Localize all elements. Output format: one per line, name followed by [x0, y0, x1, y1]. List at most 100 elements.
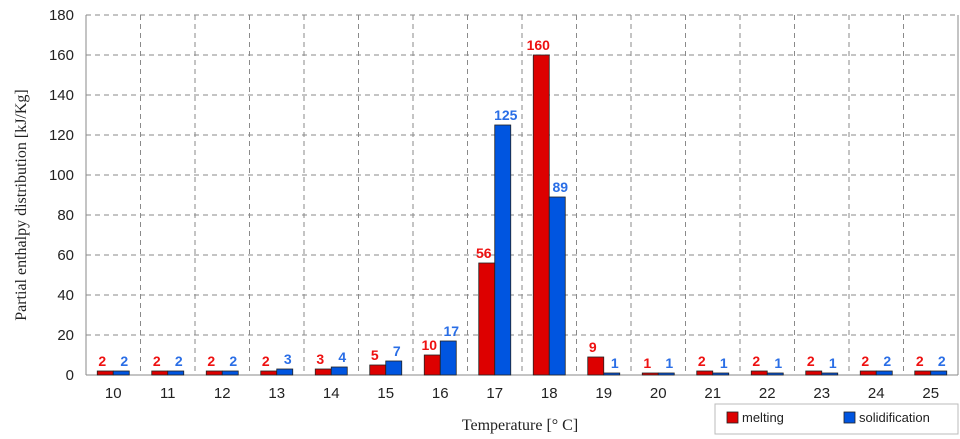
bar-melting [587, 356, 605, 376]
bar-melting [478, 262, 496, 376]
data-label-solidification: 2 [120, 353, 128, 369]
y-tick-label: 100 [49, 167, 74, 184]
data-label-melting: 2 [207, 353, 215, 369]
data-label-melting: 5 [371, 347, 379, 363]
data-label-melting: 2 [807, 353, 815, 369]
bar-melting [423, 354, 441, 376]
data-label-solidification: 3 [284, 351, 292, 367]
data-label-melting: 2 [262, 353, 270, 369]
legend-label-melting: melting [742, 410, 784, 425]
data-label-melting: 2 [153, 353, 161, 369]
data-label-solidification: 2 [175, 353, 183, 369]
x-tick-label: 20 [650, 385, 667, 402]
data-label-solidification: 89 [552, 179, 568, 195]
data-label-solidification: 1 [665, 355, 673, 371]
data-label-solidification: 1 [720, 355, 728, 371]
x-tick-label: 16 [432, 385, 449, 402]
data-label-solidification: 1 [829, 355, 837, 371]
y-tick-label: 40 [57, 287, 74, 304]
data-label-solidification: 1 [774, 355, 782, 371]
data-label-melting: 9 [589, 339, 597, 355]
legend-label-solidification: solidification [859, 410, 930, 425]
bar-melting [369, 364, 387, 376]
x-tick-label: 18 [541, 385, 558, 402]
bar-solidification [603, 372, 621, 376]
grid-lines [85, 14, 959, 376]
bar-solidification [439, 340, 457, 376]
bar-solidification [330, 366, 348, 376]
bar-solidification [276, 368, 294, 376]
x-tick-label: 21 [704, 385, 721, 402]
data-label-melting: 2 [698, 353, 706, 369]
bar-solidification [657, 372, 675, 376]
bar-melting [260, 370, 278, 376]
x-tick-label: 10 [105, 385, 122, 402]
data-label-solidification: 125 [494, 107, 518, 123]
bar-melting [641, 372, 659, 376]
y-axis-title: Partial enthalpy distribution [kJ/Kg] [13, 89, 30, 321]
x-tick-label: 19 [595, 385, 612, 402]
legend-box [714, 403, 959, 435]
legend-swatch-solidification [843, 411, 856, 424]
bar-melting [532, 54, 550, 376]
y-tick-label: 140 [49, 87, 74, 104]
x-tick-label: 24 [868, 385, 885, 402]
x-tick-label: 15 [377, 385, 394, 402]
bars [96, 54, 948, 376]
bar-solidification [167, 370, 185, 376]
x-tick-label: 13 [268, 385, 285, 402]
data-label-melting: 3 [316, 351, 324, 367]
x-tick-label: 23 [813, 385, 830, 402]
y-tick-label: 80 [57, 207, 74, 224]
bar-solidification [385, 360, 403, 376]
bar-melting [151, 370, 169, 376]
x-tick-label: 25 [922, 385, 939, 402]
bar-solidification [766, 372, 784, 376]
bar-solidification [930, 370, 948, 376]
bar-melting [859, 370, 877, 376]
y-tick-label: 120 [49, 127, 74, 144]
data-label-melting: 2 [752, 353, 760, 369]
data-label-solidification: 2 [883, 353, 891, 369]
y-tick-label: 160 [49, 47, 74, 64]
y-tick-label: 0 [66, 367, 74, 384]
bar-solidification [112, 370, 130, 376]
y-tick-label: 180 [49, 7, 74, 24]
bar-solidification [821, 372, 839, 376]
x-tick-label: 14 [323, 385, 340, 402]
data-label-melting: 10 [421, 337, 437, 353]
data-label-melting: 2 [916, 353, 924, 369]
data-label-solidification: 2 [229, 353, 237, 369]
data-label-melting: 2 [98, 353, 106, 369]
data-label-solidification: 2 [938, 353, 946, 369]
y-tick-label: 20 [57, 327, 74, 344]
bar-melting [96, 370, 114, 376]
data-label-solidification: 4 [338, 349, 346, 365]
data-label-melting: 2 [861, 353, 869, 369]
bar-melting [205, 370, 223, 376]
bar-melting [314, 368, 332, 376]
legend-swatch-melting [726, 411, 739, 424]
x-tick-label: 17 [486, 385, 503, 402]
bar-melting [805, 370, 823, 376]
y-tick-label: 60 [57, 247, 74, 264]
x-tick-label: 12 [214, 385, 231, 402]
data-label-melting: 160 [527, 37, 551, 53]
data-label-melting: 56 [476, 245, 492, 261]
bar-solidification [875, 370, 893, 376]
legend: melting solidification [714, 403, 959, 435]
x-axis-title: Temperature [° C] [462, 417, 578, 434]
bar-solidification [548, 196, 566, 376]
data-label-melting: 1 [643, 355, 651, 371]
bar-melting [696, 370, 714, 376]
data-label-solidification: 1 [611, 355, 619, 371]
data-label-solidification: 17 [443, 323, 459, 339]
bar-melting [914, 370, 932, 376]
bar-solidification [494, 124, 512, 376]
x-tick-label: 22 [759, 385, 776, 402]
x-tick-label: 11 [160, 385, 176, 402]
bar-solidification [221, 370, 239, 376]
